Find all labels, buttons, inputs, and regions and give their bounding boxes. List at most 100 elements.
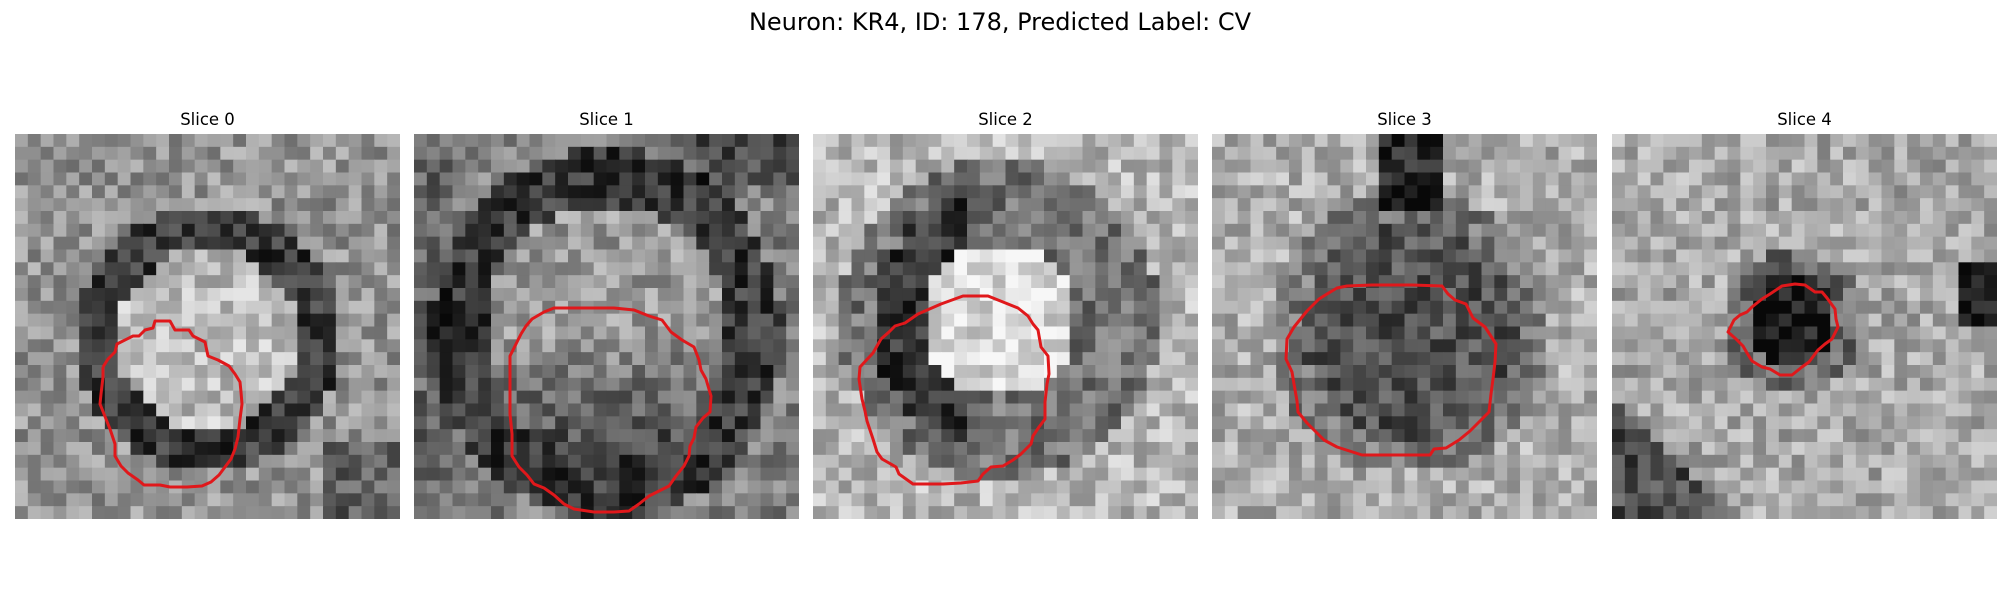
pixel xyxy=(323,416,337,430)
pixel xyxy=(1005,159,1019,174)
pixel xyxy=(143,403,157,417)
pixel xyxy=(348,198,363,212)
pixel xyxy=(1404,262,1418,276)
pixel xyxy=(593,249,608,263)
pixel xyxy=(117,159,132,174)
pixel xyxy=(1881,339,1895,353)
pixel xyxy=(1520,403,1534,417)
pixel xyxy=(954,442,968,456)
pixel xyxy=(1031,403,1045,417)
pixel xyxy=(1366,403,1380,417)
pixel xyxy=(760,429,774,443)
pixel xyxy=(1159,467,1173,482)
pixel xyxy=(1005,172,1019,186)
pixel xyxy=(478,159,492,174)
pixel xyxy=(992,506,1007,519)
pixel xyxy=(1172,403,1186,417)
pixel xyxy=(335,365,350,379)
pixel xyxy=(414,506,428,519)
pixel xyxy=(1701,313,1716,328)
pixel xyxy=(92,352,106,366)
pixel xyxy=(1481,275,1495,289)
pixel xyxy=(465,390,479,405)
pixel xyxy=(1301,339,1316,353)
pixel xyxy=(1108,429,1122,443)
pixel xyxy=(915,416,930,430)
pixel xyxy=(27,236,42,251)
pixel xyxy=(1855,493,1870,507)
pixel xyxy=(1689,236,1703,251)
pixel xyxy=(1327,313,1341,328)
pixel xyxy=(361,146,375,161)
pixel xyxy=(1301,185,1316,199)
pixel xyxy=(1532,288,1547,302)
pixel xyxy=(1443,326,1457,340)
pixel xyxy=(1520,236,1534,251)
pixel xyxy=(915,403,930,417)
pixel xyxy=(1082,262,1096,276)
pixel xyxy=(1507,275,1521,289)
pixel xyxy=(992,236,1007,251)
pixel xyxy=(1701,352,1716,366)
pixel xyxy=(1146,442,1161,456)
pixel xyxy=(1289,288,1303,302)
pixel xyxy=(1237,429,1252,443)
pixel xyxy=(619,467,633,482)
pixel xyxy=(657,236,672,251)
pixel xyxy=(877,326,891,340)
pixel xyxy=(439,275,454,289)
pixel xyxy=(529,454,543,469)
pixel xyxy=(825,326,840,340)
pixel xyxy=(890,416,904,430)
pixel xyxy=(747,339,762,353)
pixel xyxy=(568,313,582,328)
pixel xyxy=(117,300,132,315)
pixel xyxy=(27,493,42,507)
pixel xyxy=(310,134,324,148)
pixel xyxy=(491,416,505,430)
pixel xyxy=(387,300,400,315)
pixel xyxy=(1855,275,1870,289)
pixel xyxy=(1314,198,1329,212)
pixel xyxy=(1301,249,1316,263)
pixel xyxy=(915,365,930,379)
pixel xyxy=(1095,300,1109,315)
pixel xyxy=(657,185,672,199)
pixel xyxy=(27,442,42,456)
figure-title: Neuron: KR4, ID: 178, Predicted Label: C… xyxy=(748,8,1252,36)
pixel xyxy=(1545,185,1560,199)
pixel xyxy=(722,159,736,174)
pixel xyxy=(734,454,749,469)
pixel xyxy=(1817,262,1831,276)
pixel xyxy=(1301,352,1316,366)
slice-image xyxy=(414,134,799,519)
pixel xyxy=(1082,429,1096,443)
pixel xyxy=(1932,134,1947,148)
pixel xyxy=(1121,159,1135,174)
pixel xyxy=(1327,416,1341,430)
pixel xyxy=(1069,454,1084,469)
pixel xyxy=(542,365,556,379)
pixel xyxy=(258,172,273,186)
pixel xyxy=(1263,146,1277,161)
pixel xyxy=(902,416,917,430)
pixel xyxy=(1507,146,1521,161)
pixel xyxy=(529,249,543,263)
pixel xyxy=(117,185,132,199)
pixel xyxy=(1172,211,1186,225)
pixel xyxy=(1146,352,1161,366)
pixel xyxy=(66,326,80,340)
pixel xyxy=(1443,313,1457,328)
pixel xyxy=(92,480,106,494)
pixel xyxy=(786,300,799,315)
pixel xyxy=(760,467,774,482)
pixel xyxy=(529,185,543,199)
pixel xyxy=(1455,493,1470,507)
pixel xyxy=(1159,454,1173,469)
pixel xyxy=(79,300,93,315)
pixel xyxy=(1843,480,1857,494)
pixel xyxy=(516,134,531,148)
pixel xyxy=(1133,288,1148,302)
pixel xyxy=(1571,403,1585,417)
pixel xyxy=(877,506,891,519)
